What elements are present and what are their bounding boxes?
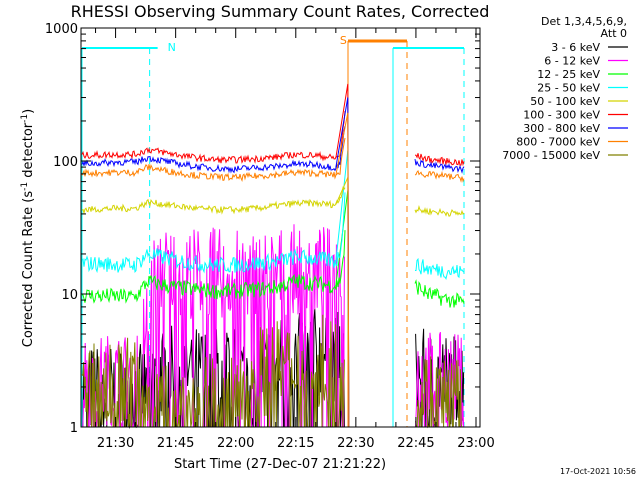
series-line-8-seg-0 [81, 314, 345, 428]
y-tick-label-0: 1 [70, 421, 78, 436]
x-tick-label-1: 21:45 [157, 436, 194, 451]
series-line-8-seg-1 [415, 356, 464, 429]
series-line-2-seg-0 [81, 230, 346, 304]
legend-header-attenuator: Att 0 [601, 27, 627, 40]
x-tick-label-0: 21:30 [97, 436, 134, 451]
legend-header-detectors: Det 1,3,4,5,6,9, [541, 15, 627, 28]
annotation-s: S [340, 34, 347, 47]
y-axis-label-main: Corrected Count Rate (s [21, 191, 36, 348]
chart-title: RHESSI Observing Summary Count Rates, Co… [71, 2, 490, 21]
y-axis-label-sup1: -1 [20, 182, 30, 191]
series-line-4-seg-0 [81, 186, 346, 215]
series-line-6-seg-1 [414, 159, 465, 174]
y-axis-label-sup2: -1 [20, 114, 30, 123]
series-flare-7 [335, 112, 350, 428]
axes-group: 1 10 100 1000 21:30 21:45 22:00 22:15 22:30 22:45… [45, 22, 495, 451]
x-tick-label-6: 23:00 [457, 436, 494, 451]
series-line-1-seg-1 [415, 331, 465, 428]
annotation-n: N [168, 41, 176, 54]
series-line-2-seg-1 [414, 279, 465, 308]
legend-label-0: 3 - 6 keV [551, 41, 600, 54]
legend-label-1: 6 - 12 keV [544, 55, 600, 68]
legend-label-4: 50 - 100 keV [530, 95, 600, 108]
legend-label-7: 800 - 7000 keV [516, 136, 600, 149]
series-line-7-seg-0 [81, 137, 346, 183]
series-line-4-seg-1 [414, 205, 465, 217]
legend-label-5: 100 - 300 keV [523, 109, 600, 122]
x-tick-label-5: 22:45 [397, 436, 434, 451]
legend-label-3: 25 - 50 keV [537, 82, 600, 95]
legend-label-6: 300 - 800 keV [523, 122, 600, 135]
series-line-5-seg-1 [414, 153, 465, 167]
y-axis-label: Corrected Count Rate (s-1 detector-1) [20, 109, 36, 347]
series-line-3-seg-1 [415, 257, 465, 280]
y-axis-label-end: ) [21, 109, 36, 114]
plot-frame [80, 27, 481, 428]
y-tick-label-3: 1000 [45, 22, 78, 37]
generation-timestamp: 17-Oct-2021 10:56 [560, 467, 636, 476]
series-line-1-seg-0 [82, 224, 345, 428]
y-tick-label-1: 10 [61, 288, 78, 303]
legend-label-8: 7000 - 15000 keV [502, 149, 600, 162]
x-tick-label-2: 22:00 [217, 436, 254, 451]
y-tick-label-2: 100 [53, 155, 78, 170]
legend-label-2: 12 - 25 keV [537, 68, 600, 81]
series-line-3-seg-0 [81, 192, 346, 274]
series-line-5-seg-0 [81, 111, 346, 164]
x-axis-label: Start Time (27-Dec-07 21:21:22) [174, 457, 386, 472]
y-axis-label-mid: detector [21, 122, 36, 182]
x-tick-label-4: 22:30 [337, 436, 374, 451]
series-line-6-seg-0 [81, 126, 346, 174]
series-line-7-seg-1 [414, 170, 465, 183]
series-group [81, 83, 465, 429]
series-line-0-seg-1 [415, 328, 465, 428]
x-tick-label-3: 22:15 [277, 436, 314, 451]
